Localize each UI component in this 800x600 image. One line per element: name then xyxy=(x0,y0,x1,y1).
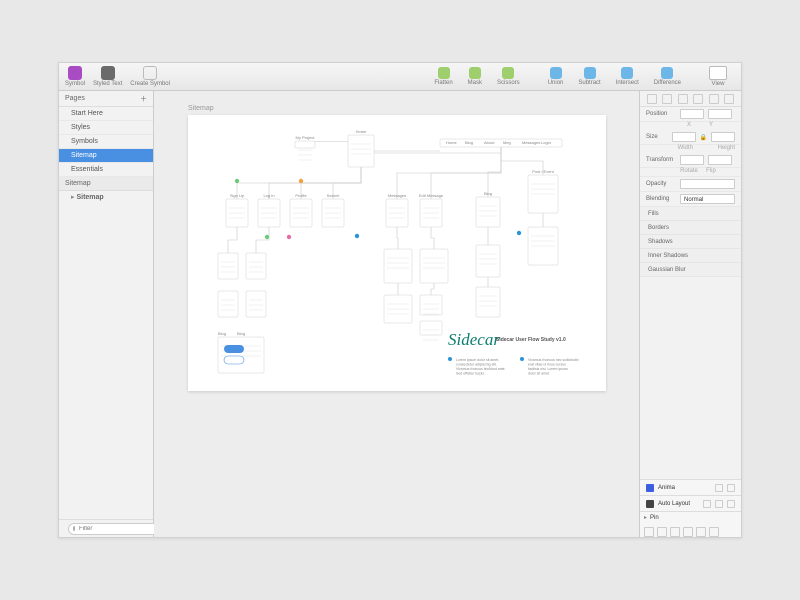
tool-mask[interactable]: Mask xyxy=(468,67,482,86)
svg-text:erat vitae ut risus cursus: erat vitae ut risus cursus xyxy=(528,363,566,367)
svg-text:Sign Up: Sign Up xyxy=(230,193,245,198)
canvas[interactable]: Sitemap My Project Home Home Blog About Meg Me… xyxy=(154,91,639,537)
tool-styled-text-label: Styled Text xyxy=(93,81,122,87)
svg-text:facilisis nisl. Lorem ipsum: facilisis nisl. Lorem ipsum xyxy=(528,367,568,371)
layers-panel: Sitemap ▸ Sitemap xyxy=(59,177,153,205)
page-item[interactable]: Essentials xyxy=(59,163,153,177)
artboard[interactable]: My ProjectHomeHomeBlogAboutMegMessagesLo… xyxy=(188,115,606,391)
svg-text:Search: Search xyxy=(327,193,340,198)
align-top-icon[interactable] xyxy=(693,94,703,104)
svg-text:dolor sit amet.: dolor sit amet. xyxy=(528,372,550,376)
pages-list: Start HereStylesSymbolsSitemapEssentials xyxy=(59,107,153,177)
align-right-icon[interactable] xyxy=(678,94,688,104)
svg-text:My Project: My Project xyxy=(296,135,316,140)
anima-icon xyxy=(646,484,654,492)
toolbar: Symbol Styled Text Create Symbol Flatten… xyxy=(59,63,741,91)
svg-text:Login: Login xyxy=(541,140,551,145)
tool-symbol[interactable]: Symbol xyxy=(65,66,85,87)
inspector-section[interactable]: Shadows xyxy=(640,235,741,249)
svg-text:Profile: Profile xyxy=(295,193,307,198)
svg-text:Edit Message: Edit Message xyxy=(419,193,444,198)
sitemap-diagram: My ProjectHomeHomeBlogAboutMegMessagesLo… xyxy=(188,115,606,391)
svg-text:Post / Event: Post / Event xyxy=(532,169,554,174)
artboard-label: Sitemap xyxy=(188,105,214,112)
align-vcenter-icon[interactable] xyxy=(709,94,719,104)
svg-text:Vivamus rhoncus nec sollicitud: Vivamus rhoncus nec sollicitudin xyxy=(528,358,579,362)
svg-text:Home: Home xyxy=(356,129,367,134)
page-item[interactable]: Styles xyxy=(59,121,153,135)
svg-text:Sidecar User Flow Study v1.0: Sidecar User Flow Study v1.0 xyxy=(496,337,566,343)
app-window: Symbol Styled Text Create Symbol Flatten… xyxy=(58,62,742,538)
svg-text:Log In: Log In xyxy=(263,193,274,198)
tool-create-symbol[interactable]: Create Symbol xyxy=(130,66,170,87)
layer-item[interactable]: ▸ Sitemap xyxy=(59,191,153,205)
insp-position: Position xyxy=(640,107,741,122)
page-item[interactable]: Symbols xyxy=(59,135,153,149)
svg-text:Lorem ipsum dolor sit amet,: Lorem ipsum dolor sit amet, xyxy=(456,358,499,362)
tool-union[interactable]: Union xyxy=(548,67,564,86)
tool-scissors[interactable]: Scissors xyxy=(497,67,520,86)
svg-text:Messages: Messages xyxy=(388,193,406,198)
tool-difference[interactable]: Difference xyxy=(654,67,681,86)
sidebar-left: Pages ＋ Start HereStylesSymbolsSitemapEs… xyxy=(59,91,154,537)
width-field[interactable] xyxy=(672,132,696,142)
align-left-icon[interactable] xyxy=(647,94,657,104)
page-item[interactable]: Sitemap xyxy=(59,149,153,163)
inspector-section[interactable]: Gaussian Blur xyxy=(640,263,741,277)
svg-text:Messages: Messages xyxy=(522,140,540,145)
pos-x-field[interactable] xyxy=(680,109,704,119)
svg-text:Home: Home xyxy=(446,140,457,145)
pin-tools: ▸Pin xyxy=(640,511,741,537)
inspector-section[interactable]: Inner Shadows xyxy=(640,249,741,263)
flip-field[interactable] xyxy=(708,155,732,165)
insp-opacity: Opacity xyxy=(640,177,741,192)
tool-styled-text[interactable]: Styled Text xyxy=(93,66,122,87)
opacity-slider[interactable] xyxy=(680,179,735,189)
inspector-section[interactable]: Borders xyxy=(640,221,741,235)
svg-text:Blog: Blog xyxy=(484,191,492,196)
lock-icon[interactable]: 🔒 xyxy=(700,134,707,141)
height-field[interactable] xyxy=(711,132,735,142)
blend-select[interactable]: Normal xyxy=(680,194,735,204)
svg-text:Meg: Meg xyxy=(503,140,511,145)
insp-size: Size 🔒 xyxy=(640,130,741,145)
align-tools xyxy=(640,91,741,107)
svg-text:consectetur adipiscing elit.: consectetur adipiscing elit. xyxy=(456,363,497,367)
inspector: Position XY Size 🔒 WidthHeight Transform xyxy=(639,91,741,537)
add-page-icon[interactable]: ＋ xyxy=(140,94,147,104)
tool-view[interactable]: View xyxy=(709,66,727,87)
al-icon xyxy=(646,500,654,508)
svg-text:About: About xyxy=(484,140,495,145)
tool-symbol-label: Symbol xyxy=(65,81,85,87)
pages-header: Pages ＋ xyxy=(59,91,153,107)
align-bottom-icon[interactable] xyxy=(724,94,734,104)
pos-y-field[interactable] xyxy=(708,109,732,119)
svg-text:Sidecar: Sidecar xyxy=(448,330,500,349)
insp-blending: Blending Normal xyxy=(640,192,741,207)
tool-subtract[interactable]: Subtract xyxy=(578,67,600,86)
plugin-gear-icon[interactable] xyxy=(727,484,735,492)
svg-text:Sed efficitur turpis.: Sed efficitur turpis. xyxy=(456,372,485,376)
tool-intersect[interactable]: Intersect xyxy=(616,67,639,86)
layer-group[interactable]: Sitemap xyxy=(59,177,153,191)
filter-box: ⟳ ⌄ xyxy=(59,519,153,537)
rotate-field[interactable] xyxy=(680,155,704,165)
insp-transform: Transform xyxy=(640,153,741,168)
tool-flatten[interactable]: Flatten xyxy=(434,67,452,86)
plugin-autolayout[interactable]: Auto Layout xyxy=(640,495,741,511)
page-item[interactable]: Start Here xyxy=(59,107,153,121)
filter-input[interactable] xyxy=(68,523,168,535)
plugin-config-icon[interactable] xyxy=(715,484,723,492)
inspector-section[interactable]: Fills xyxy=(640,207,741,221)
svg-text:Vivamus rhoncus tincidunt ante: Vivamus rhoncus tincidunt ante. xyxy=(456,367,506,371)
plugin-anima[interactable]: Anima xyxy=(640,479,741,495)
svg-text:Blog: Blog xyxy=(218,331,226,336)
tool-cs-label: Create Symbol xyxy=(130,81,170,87)
align-hcenter-icon[interactable] xyxy=(662,94,672,104)
svg-text:Blog: Blog xyxy=(237,331,245,336)
svg-text:Blog: Blog xyxy=(465,140,473,145)
